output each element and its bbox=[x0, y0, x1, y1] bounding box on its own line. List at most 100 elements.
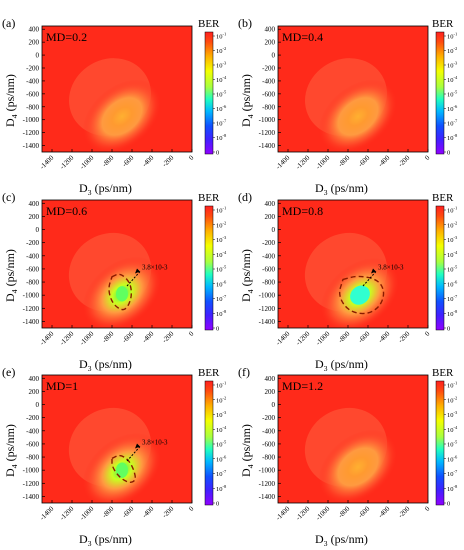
y-tick-label: -200 bbox=[26, 239, 39, 247]
heat-blob bbox=[82, 79, 162, 152]
colorbar-tick-label: 10-3 bbox=[447, 410, 458, 419]
x-tick-label: -800 bbox=[101, 504, 116, 519]
y-tick-label: -800 bbox=[26, 279, 39, 287]
colorbar-tick-label: 10-5 bbox=[447, 265, 458, 274]
y-tick-label: -800 bbox=[262, 279, 275, 287]
x-tick-label: 0 bbox=[423, 329, 431, 337]
y-tick-label: 400 bbox=[29, 375, 40, 383]
panel-title: MD=0.6 bbox=[46, 204, 87, 218]
panel-label: (a) bbox=[2, 16, 15, 30]
y-tick-label: -600 bbox=[26, 265, 39, 273]
colorbar bbox=[435, 380, 445, 506]
x-tick-label: -1400 bbox=[274, 329, 292, 347]
plot-frame bbox=[41, 374, 193, 504]
x-tick-label: -600 bbox=[121, 153, 136, 168]
colorbar-tick-label: 0 bbox=[216, 326, 219, 333]
y-tick-label: 400 bbox=[29, 200, 40, 208]
colorbar-tick-label: 10-3 bbox=[447, 235, 458, 244]
x-tick-label: -800 bbox=[337, 153, 352, 168]
x-axis-label: D3 (ps/nm) bbox=[315, 532, 368, 548]
colorbar-tick-label: 10-2 bbox=[216, 395, 226, 404]
heat-blob bbox=[318, 429, 398, 503]
heat-core bbox=[116, 462, 128, 478]
y-tick-label: 0 bbox=[36, 226, 40, 234]
x-tick-label: 0 bbox=[187, 153, 195, 161]
y-tick-label: 400 bbox=[265, 200, 276, 208]
panel-label: (e) bbox=[2, 365, 15, 379]
panel-f: MD=1.2(f) 4002000-200-400-600-800-1000-12… bbox=[238, 365, 458, 548]
y-tick-label: -1000 bbox=[259, 116, 276, 124]
colorbar-tick-label: 10-2 bbox=[216, 46, 226, 55]
colorbar-tick-label: 10-7 bbox=[216, 294, 227, 303]
colorbar-tick-label: 10-8 bbox=[216, 484, 227, 493]
colorbar-tick-label: 0 bbox=[216, 150, 219, 157]
x-tick-label: -600 bbox=[357, 329, 372, 344]
heat-core bbox=[350, 285, 370, 305]
x-tick-label: 0 bbox=[423, 504, 431, 512]
ber-contour bbox=[108, 273, 133, 311]
x-tick-label: -1000 bbox=[78, 329, 96, 347]
y-tick-label: -200 bbox=[26, 414, 39, 422]
x-tick-label: -800 bbox=[101, 329, 116, 344]
x-tick-label: -600 bbox=[121, 504, 136, 519]
panel-title: MD=0.2 bbox=[46, 30, 87, 44]
x-axis-label: D3 (ps/nm) bbox=[79, 181, 132, 197]
panel-label: (b) bbox=[238, 16, 252, 30]
panel-e: 3.8×10-3 MD=1 (e) 400 200 0 -200 -400 -600 -800 -1… bbox=[2, 365, 227, 548]
y-tick-label: -600 bbox=[262, 265, 275, 273]
x-tick-label: -1200 bbox=[58, 329, 76, 347]
x-tick-label: -200 bbox=[397, 153, 412, 168]
y-tick-label: -1200 bbox=[259, 480, 276, 488]
y-tick-label: -1200 bbox=[23, 480, 40, 488]
colorbar-tick-label: 10-5 bbox=[216, 440, 227, 449]
panel-title: MD=1 bbox=[46, 379, 78, 393]
x-tick-label: -1400 bbox=[38, 153, 56, 171]
x-tick-label: -200 bbox=[161, 504, 176, 519]
colorbar-tick-label: 10-2 bbox=[216, 220, 226, 229]
y-tick-label: -400 bbox=[262, 252, 275, 260]
colorbar-tick-label: 10-1 bbox=[216, 381, 226, 390]
colorbar-tick-label: 10-7 bbox=[447, 294, 458, 303]
y-tick-label: 200 bbox=[29, 39, 40, 47]
x-tick-label: -400 bbox=[377, 153, 392, 168]
colorbar-tick-label: 10-6 bbox=[216, 454, 227, 463]
y-tick-label: 400 bbox=[265, 26, 276, 34]
panel-label: (f) bbox=[238, 365, 250, 379]
heat-field bbox=[304, 232, 400, 328]
x-tick-label: 0 bbox=[187, 329, 195, 337]
x-tick-label: -200 bbox=[161, 153, 176, 168]
x-tick-label: -1400 bbox=[274, 153, 292, 171]
colorbar-tick-label: 10-2 bbox=[447, 220, 457, 229]
colorbar-label: BER bbox=[198, 367, 220, 379]
heat-field bbox=[69, 58, 162, 152]
x-tick-label: -1000 bbox=[78, 504, 96, 522]
annotation-arrowhead bbox=[371, 268, 376, 274]
y-tick-label: -800 bbox=[26, 103, 39, 111]
y-tick-label: 400 bbox=[265, 375, 276, 383]
colorbar-tick-label: 10-6 bbox=[216, 104, 227, 113]
colorbar-tick-label: 0 bbox=[216, 501, 219, 508]
x-tick-label: -1000 bbox=[78, 153, 96, 171]
y-tick-label: -600 bbox=[26, 90, 39, 98]
panel-d: 3.8×10-3 MD=0.8 (d) 400 200 0 -200 -400 -600 -800… bbox=[238, 190, 458, 373]
y-tick-label: -200 bbox=[26, 65, 39, 73]
colorbar-tick-label: 10-7 bbox=[447, 119, 458, 128]
x-tick-label: -200 bbox=[161, 329, 176, 344]
x-tick-label: -1000 bbox=[314, 153, 332, 171]
y-axis-label: D4 (ps/nm) bbox=[3, 74, 19, 127]
colorbar-tick-label: 10-8 bbox=[216, 309, 227, 318]
colorbar-tick-label: 0 bbox=[447, 326, 450, 333]
panel-b: MD=0.4(b) 4002000-200-400-600-800-1000-12… bbox=[238, 16, 458, 197]
y-tick-label: 0 bbox=[36, 401, 40, 409]
y-tick-label: -1200 bbox=[23, 129, 40, 137]
y-tick-label: -200 bbox=[262, 414, 275, 422]
y-tick-label: -1000 bbox=[23, 116, 40, 124]
heat-field bbox=[68, 232, 162, 328]
x-tick-label: 0 bbox=[423, 153, 431, 161]
y-tick-label: 400 bbox=[29, 26, 40, 34]
y-axis-label: D4 (ps/nm) bbox=[239, 424, 255, 477]
colorbar-tick-label: 10-4 bbox=[447, 425, 458, 434]
colorbar-label: BER bbox=[432, 192, 454, 204]
colorbar-tick-label: 10-8 bbox=[447, 309, 458, 318]
annotation-label: 3.8×10-3 bbox=[142, 439, 168, 447]
